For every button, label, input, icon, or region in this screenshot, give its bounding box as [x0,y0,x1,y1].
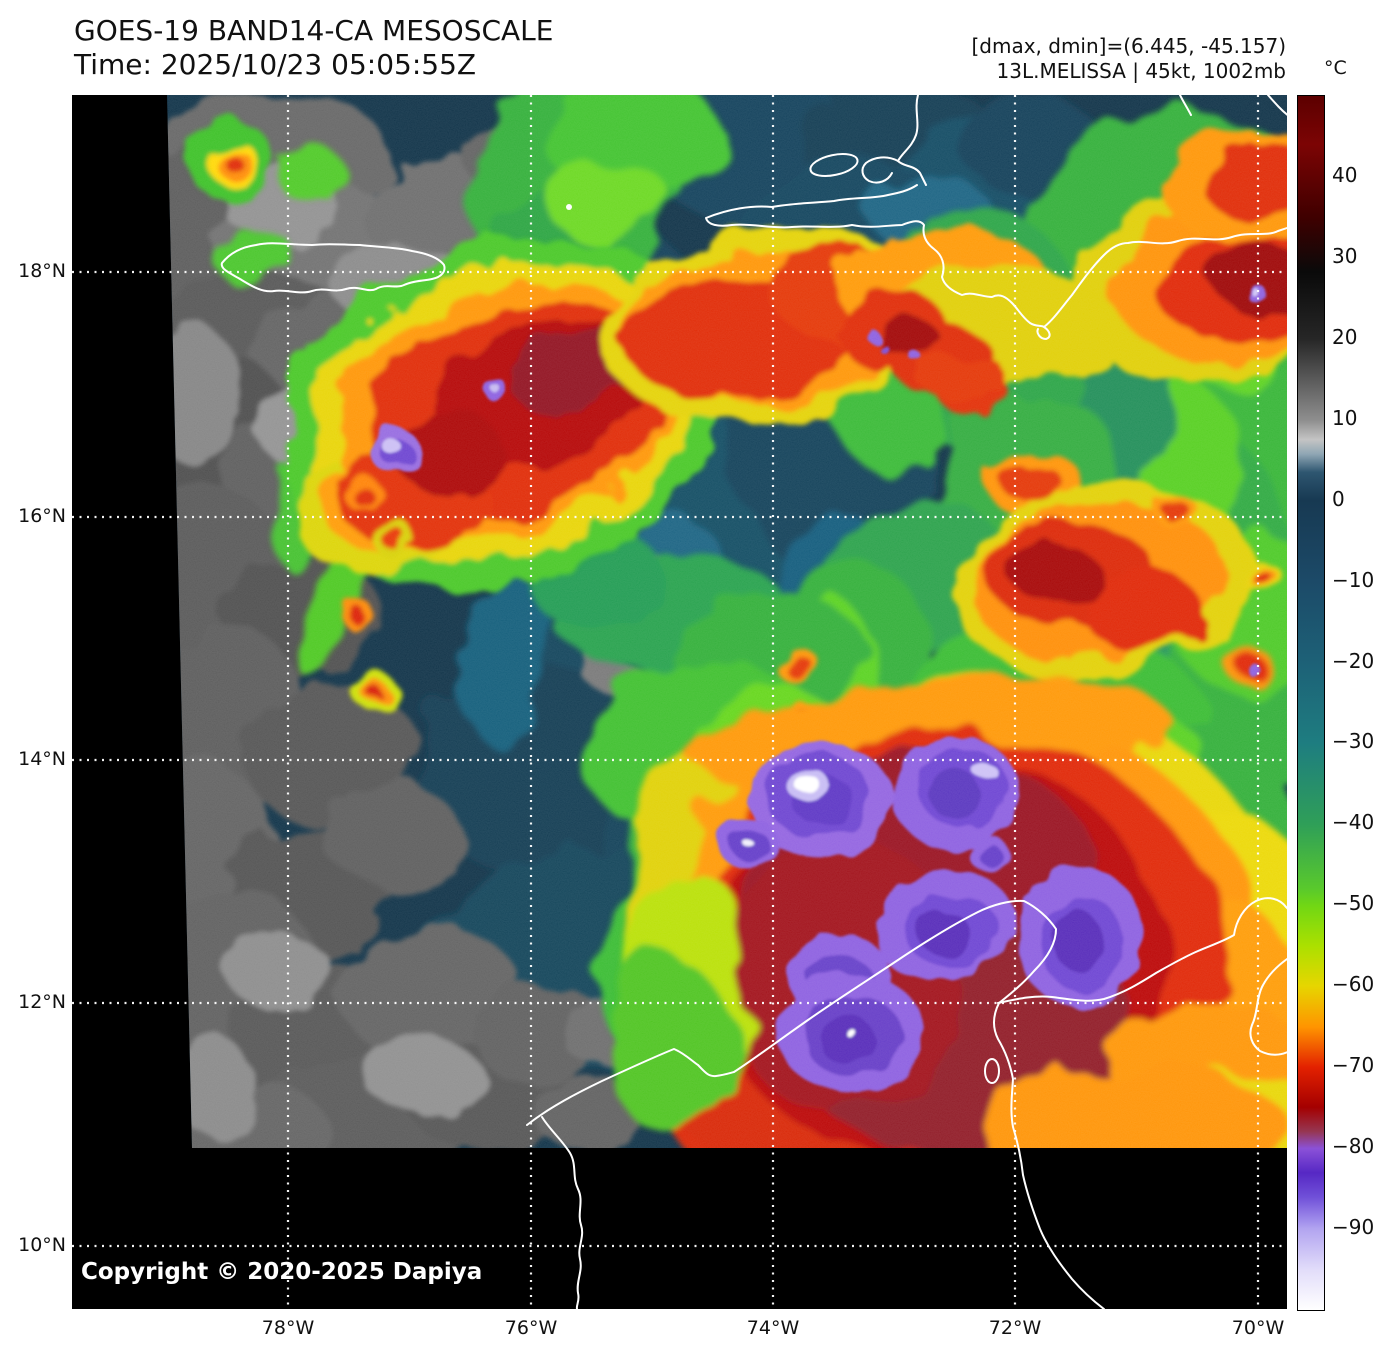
colorbar-tick-label: −50 [1332,891,1375,916]
page-title: GOES-19 BAND14-CA MESOSCALE [74,14,554,47]
lon-tick-label: 74°W [746,1317,800,1339]
coastline-venezuela [997,897,1287,1056]
copyright-label: Copyright © 2020-2025 Dapiya [81,1259,483,1285]
satellite-imagery [72,95,1287,1309]
lat-tick-label: 14°N [18,748,66,770]
colorbar-tick-label: 10 [1332,405,1358,430]
lon-tick-label: 78°W [261,1317,315,1339]
coastline-haiti-bay [861,156,899,184]
colorbar [1297,95,1325,1311]
satellite-map: Copyright © 2020-2025 Dapiya [72,95,1287,1309]
colorbar-tick-label: 30 [1332,243,1358,268]
coastlines [220,95,1287,1309]
lat-tick-label: 10°N [18,1234,66,1256]
colorbar-tick-label: 20 [1332,324,1358,349]
gridlines [72,95,1287,1309]
lon-tick-label: 70°W [1231,1317,1285,1339]
colorbar-tick-label: −80 [1332,1134,1375,1159]
colorbar-tick-label: 0 [1332,486,1345,511]
coastline-map-corner [1267,95,1287,116]
coastline-dr-northeast [1179,95,1192,116]
lon-tick-label: 76°W [504,1317,558,1339]
coastline-hispaniola-south [705,184,1287,340]
colorbar-tick-label: −30 [1332,729,1375,754]
coastline-haiti-north [897,95,927,186]
coastline-gonave-island [809,153,859,177]
sensor-grain-texture [167,95,1287,1148]
island-dot [566,204,572,210]
coastline-colombia-south [541,1116,584,1309]
coastline-lake [984,1058,1000,1084]
colorbar-tick-label: −60 [1332,972,1375,997]
coastline-jamaica [220,242,446,294]
lat-tick-label: 16°N [18,505,66,527]
storm-info-label: 13L.MELISSA | 45kt, 1002mb [996,59,1286,83]
lat-tick-label: 18°N [18,260,66,282]
coastline-colombia [526,899,1105,1309]
colorbar-tick-label: −40 [1332,810,1375,835]
colorbar-tick-label: −90 [1332,1215,1375,1240]
timestamp-label: Time: 2025/10/23 05:05:55Z [74,48,477,81]
lat-tick-label: 12°N [18,991,66,1013]
colorbar-unit-label: °C [1324,57,1347,79]
colorbar-tick-label: 40 [1332,162,1358,187]
colorbar-tick-label: −70 [1332,1053,1375,1078]
colorbar-tick-label: −20 [1332,648,1375,673]
colorbar-tick-label: −10 [1332,567,1375,592]
dmax-dmin-readout: [dmax, dmin]=(6.445, -45.157) [971,34,1286,58]
lon-tick-label: 72°W [988,1317,1042,1339]
